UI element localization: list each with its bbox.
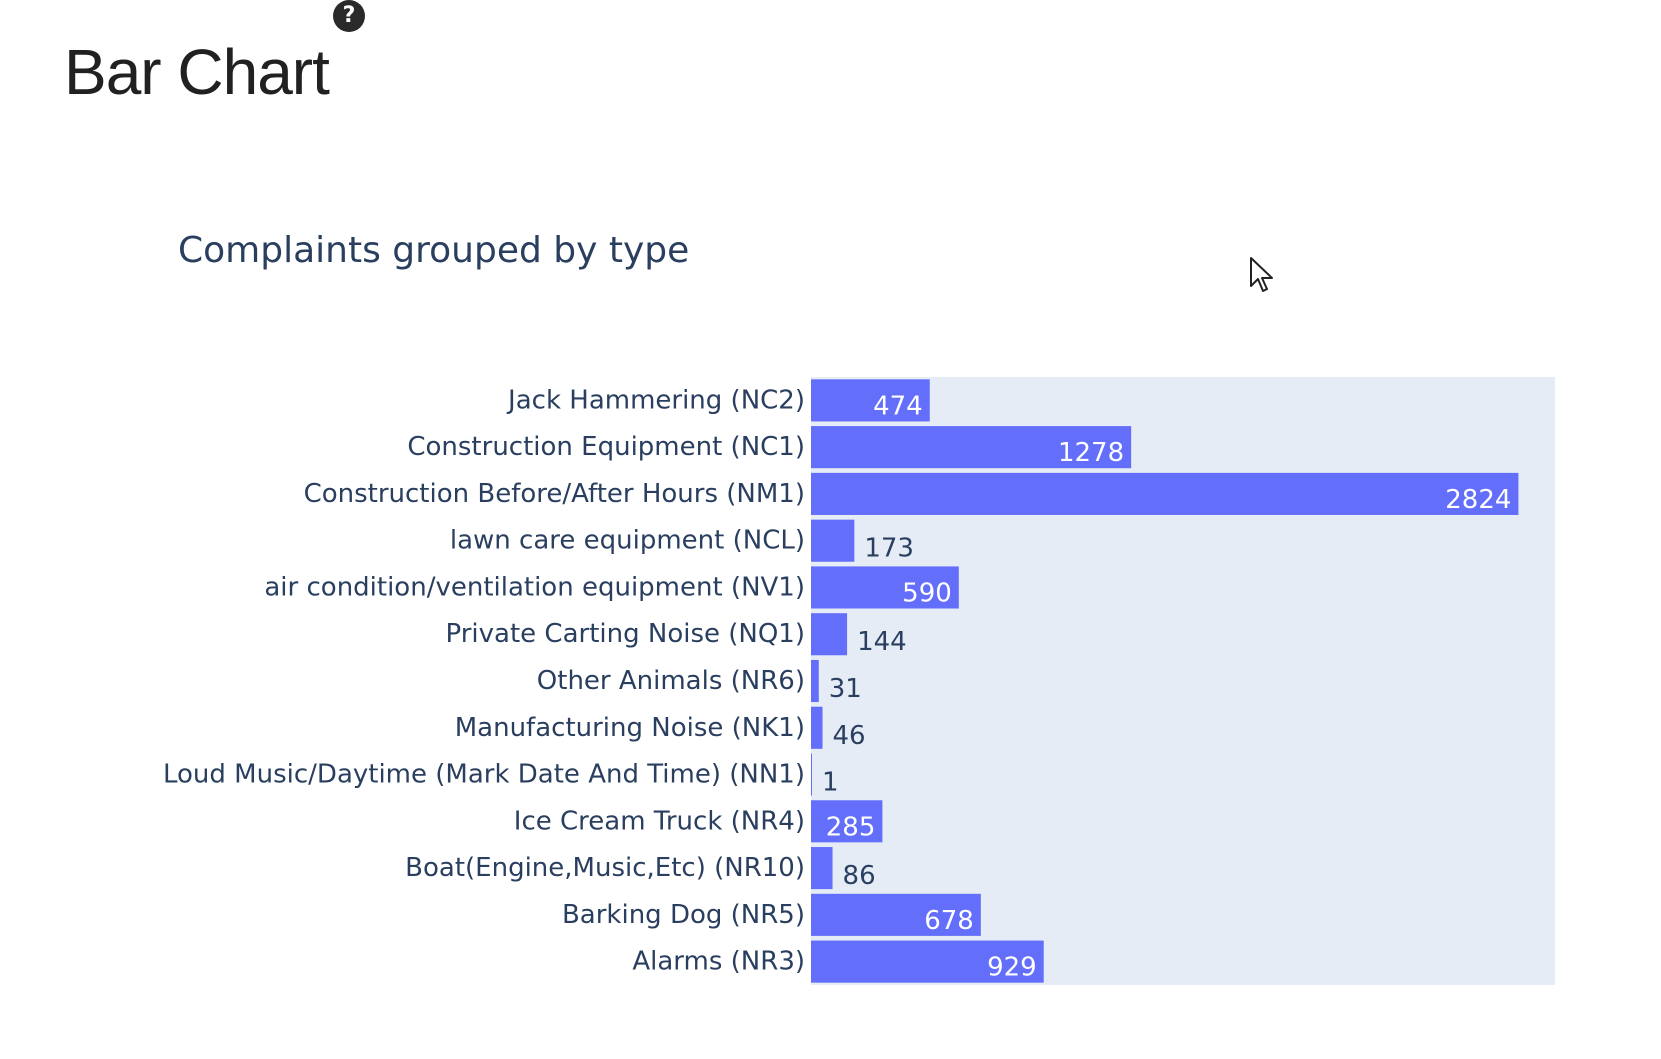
data-label: 474 <box>873 391 923 421</box>
y-tick-label: Other Animals (NR6) <box>537 666 805 696</box>
y-tick-label: Manufacturing Noise (NK1) <box>455 713 805 743</box>
bar[interactable] <box>811 659 819 703</box>
data-label: 1 <box>822 768 839 798</box>
bar[interactable] <box>811 706 823 749</box>
data-label: 2824 <box>1445 485 1511 515</box>
bar[interactable] <box>811 379 930 422</box>
y-tick-label: Barking Dog (NR5) <box>562 900 805 930</box>
data-label: 144 <box>857 627 907 657</box>
bar[interactable] <box>811 566 959 609</box>
bar[interactable] <box>811 847 833 890</box>
y-tick-label: Alarms (NR3) <box>632 947 805 977</box>
data-label: 1278 <box>1058 438 1124 468</box>
y-tick-label: Loud Music/Daytime (Mark Date And Time) … <box>163 760 805 790</box>
y-tick-label: Ice Cream Truck (NR4) <box>514 806 805 836</box>
data-label: 678 <box>924 906 974 936</box>
chart-title: Complaints grouped by type <box>178 230 689 271</box>
bar[interactable] <box>811 893 981 936</box>
data-label: 31 <box>829 674 862 704</box>
y-tick-label: Construction Before/After Hours (NM1) <box>304 479 805 509</box>
bar[interactable] <box>811 472 1519 515</box>
data-label: 46 <box>833 721 866 751</box>
data-label: 86 <box>843 861 876 891</box>
y-tick-label: Boat(Engine,Music,Etc) (NR10) <box>405 853 805 883</box>
data-label: 173 <box>864 534 914 564</box>
bar[interactable] <box>811 613 848 656</box>
mouse-cursor-icon <box>1250 257 1273 292</box>
bar[interactable] <box>811 519 855 562</box>
y-tick-label: air condition/ventilation equipment (NV1… <box>264 572 805 602</box>
data-label: 929 <box>987 953 1037 983</box>
y-tick-label: Private Carting Noise (NQ1) <box>446 619 805 649</box>
bar[interactable] <box>811 753 812 796</box>
data-label: 285 <box>826 812 876 842</box>
help-icon[interactable]: ? <box>333 0 365 32</box>
page-heading: Bar Chart <box>64 36 330 108</box>
data-label: 590 <box>902 578 952 608</box>
bars-layer: Jack Hammering (NC2) 474 Construction Equi… <box>163 379 1519 983</box>
y-tick-label: lawn care equipment (NCL) <box>450 526 805 556</box>
bar[interactable] <box>811 426 1132 469</box>
y-tick-label: Jack Hammering (NC2) <box>506 385 805 415</box>
y-tick-label: Construction Equipment (NC1) <box>407 432 805 462</box>
bar[interactable] <box>811 800 883 843</box>
bar[interactable] <box>811 940 1044 983</box>
